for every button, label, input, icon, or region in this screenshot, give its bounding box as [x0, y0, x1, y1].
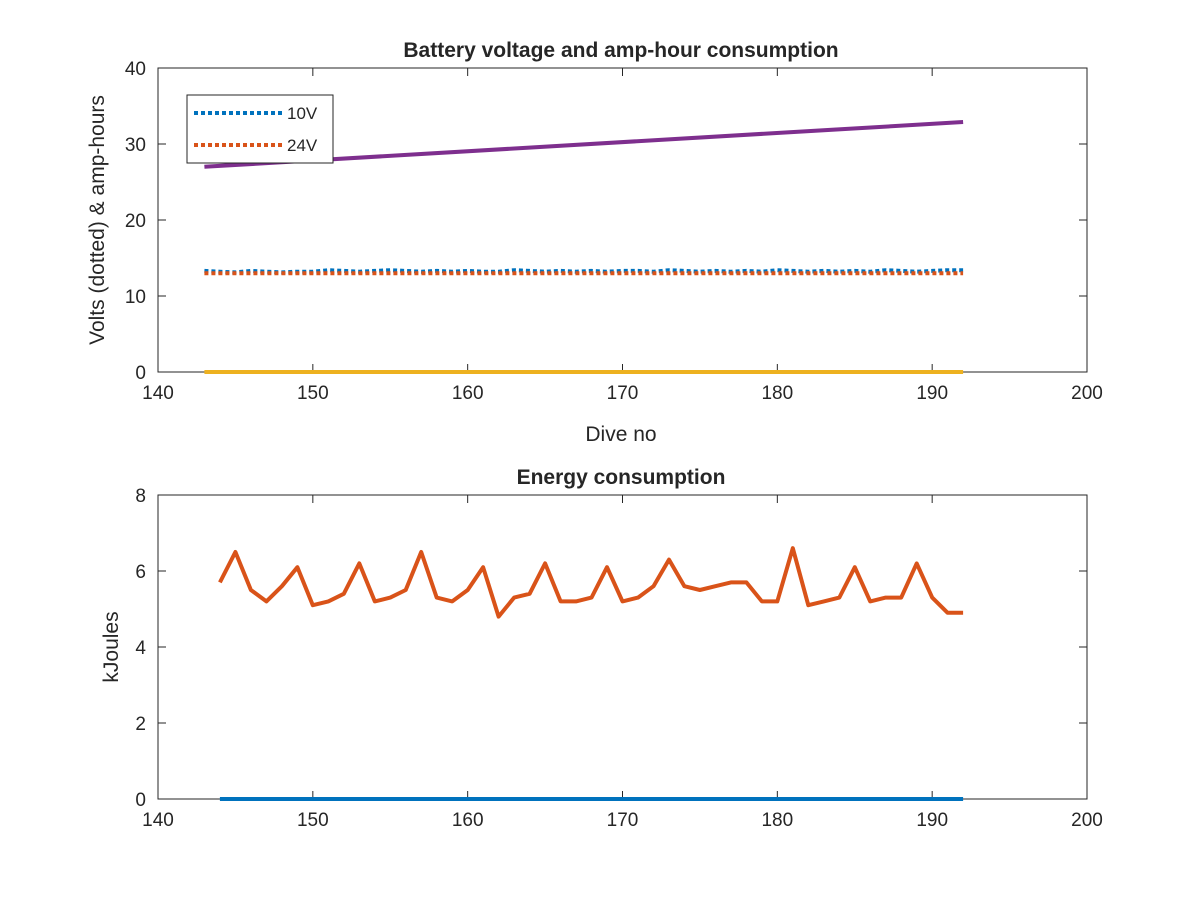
x-tick-label: 180: [761, 383, 793, 404]
legend-label-10v: 10V: [287, 104, 318, 123]
y-tick-label: 4: [135, 638, 146, 659]
x-tick-label: 140: [142, 383, 174, 404]
y-tick-label: 0: [135, 363, 146, 384]
energy-series-group: [218, 546, 964, 801]
x-tick-label: 150: [297, 810, 329, 831]
y-tick-label: 30: [125, 135, 146, 156]
y-tick-label: 2: [135, 714, 146, 735]
voltage-subplot: Battery voltage and amp-hour consumption…: [86, 39, 1103, 446]
energy-axes-box: [157, 494, 1088, 800]
energy-axes-ticks: 140 150 160 170 180 190 200 0 2 4 6 8: [135, 486, 1102, 831]
voltage-axes-ticks: 140 150 160 170 180 190 200 0 10 20 30 40: [125, 59, 1103, 404]
x-tick-label: 160: [452, 383, 484, 404]
y-tick-label: 40: [125, 59, 146, 80]
x-tick-label: 170: [607, 383, 639, 404]
y-tick-label: 20: [125, 211, 146, 232]
y-tick-label: 0: [135, 790, 146, 811]
x-tick-label: 180: [761, 810, 793, 831]
x-tick-label: 140: [142, 810, 174, 831]
y-tick-label: 10: [125, 287, 146, 308]
x-tick-label: 150: [297, 383, 329, 404]
energy-chart-title: Energy consumption: [517, 466, 726, 489]
energy-y-axis-label: kJoules: [100, 611, 123, 682]
y-tick-label: 8: [135, 486, 146, 507]
voltage-legend: 10V 24V: [186, 94, 334, 164]
voltage-y-axis-label: Volts (dotted) & amp-hours: [86, 95, 109, 345]
x-tick-label: 170: [607, 810, 639, 831]
legend-box: [186, 94, 334, 164]
y-tick-label: 6: [135, 562, 146, 583]
x-tick-label: 160: [452, 810, 484, 831]
energy-subplot: Energy consumption 140 150 160 170 180 190 200…: [100, 466, 1103, 831]
x-tick-label: 200: [1071, 383, 1103, 404]
x-tick-label: 200: [1071, 810, 1103, 831]
series-line-1-0: [218, 546, 964, 619]
x-tick-label: 190: [916, 810, 948, 831]
voltage-x-axis-label: Dive no: [585, 423, 656, 446]
voltage-chart-title: Battery voltage and amp-hour consumption: [403, 39, 838, 62]
x-tick-label: 190: [916, 383, 948, 404]
legend-label-24v: 24V: [287, 136, 318, 155]
